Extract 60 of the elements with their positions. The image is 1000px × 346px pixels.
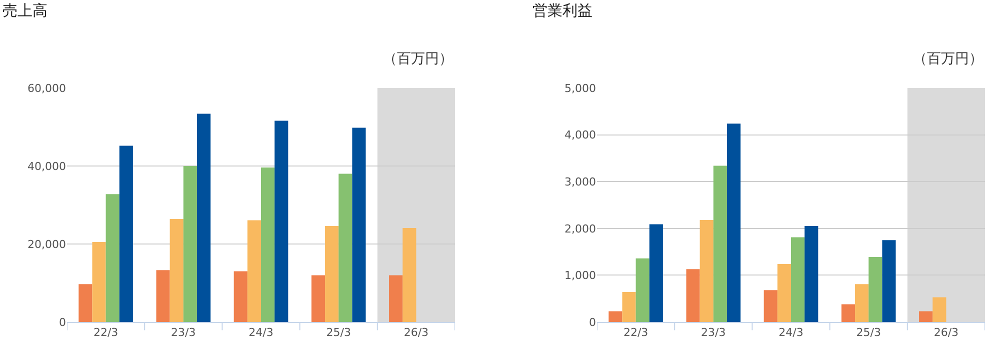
bar — [686, 269, 700, 322]
bar — [247, 220, 261, 322]
bar — [777, 264, 791, 322]
y-tick-label: 2,000 — [564, 222, 596, 236]
x-tick-label: 23/3 — [171, 326, 196, 340]
bar — [389, 275, 403, 322]
x-tick-label: 22/3 — [623, 326, 648, 340]
bar — [119, 146, 133, 322]
x-tick-label: 25/3 — [326, 326, 351, 340]
bar — [325, 226, 339, 322]
bar — [196, 114, 211, 322]
bar — [234, 271, 248, 322]
bar — [700, 220, 714, 322]
bar — [311, 275, 326, 322]
bar — [636, 258, 650, 322]
bar — [622, 292, 636, 322]
bar — [855, 284, 869, 322]
x-tick-label: 25/3 — [856, 326, 881, 340]
x-tick-label: 24/3 — [248, 326, 274, 340]
bar — [170, 219, 184, 322]
x-tick-label: 26/3 — [404, 326, 429, 340]
y-tick-label: 4,000 — [564, 128, 596, 142]
chart-title: 営業利益 — [532, 2, 592, 20]
bar — [338, 174, 352, 322]
text: （百万円） — [913, 51, 983, 67]
bar — [841, 304, 856, 322]
bar — [78, 284, 92, 322]
y-tick-label: 5,000 — [564, 82, 596, 95]
bar — [726, 124, 741, 322]
bar — [804, 226, 818, 322]
chart-title: 売上高 — [2, 2, 48, 20]
bar — [261, 168, 275, 322]
bar — [932, 297, 946, 322]
y-tick-label: 40,000 — [28, 160, 66, 173]
bar — [92, 242, 106, 322]
bar — [868, 256, 882, 322]
bar — [156, 270, 170, 322]
y-tick-label: 0 — [589, 316, 596, 329]
bar — [183, 166, 197, 322]
bar — [608, 311, 622, 322]
bar — [106, 194, 120, 322]
y-tick-label: 0 — [59, 316, 66, 329]
bar — [764, 290, 778, 322]
text: （百万円） — [383, 51, 453, 67]
x-tick-label: 23/3 — [701, 326, 726, 340]
bar — [274, 120, 288, 322]
bar — [882, 240, 896, 322]
x-tick-label: 24/3 — [778, 326, 804, 340]
bar — [402, 228, 416, 322]
bar — [713, 166, 727, 322]
x-tick-label: 26/3 — [934, 326, 959, 340]
y-tick-label: 20,000 — [28, 238, 66, 251]
bar — [791, 237, 805, 322]
y-tick-label: 1,000 — [564, 269, 596, 282]
bar — [352, 128, 366, 322]
bar — [649, 224, 663, 322]
x-tick-label: 22/3 — [93, 326, 118, 340]
bar — [919, 311, 933, 322]
y-tick-label: 60,000 — [28, 82, 66, 95]
y-tick-label: 3,000 — [564, 175, 596, 188]
